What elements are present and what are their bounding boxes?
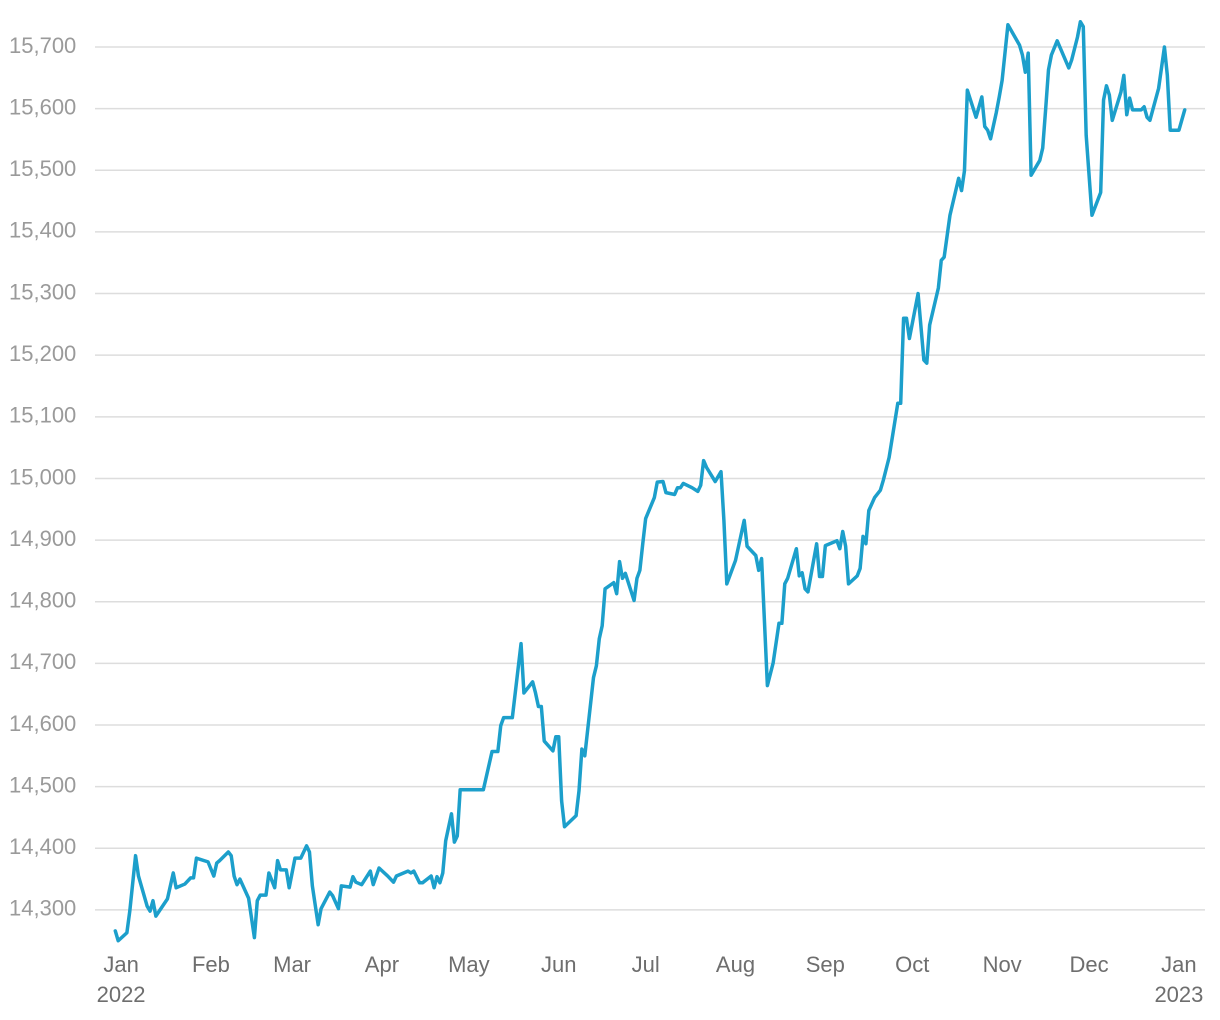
y-tick-label: 14,400 — [9, 834, 76, 859]
x-tick-label: Dec — [1070, 952, 1109, 977]
x-tick-label: Oct — [895, 952, 929, 977]
x-year-label: 2023 — [1154, 982, 1203, 1007]
y-tick-label: 14,300 — [9, 896, 76, 921]
data-line — [113, 19, 1187, 943]
x-tick-label: Jan — [103, 952, 138, 977]
x-tick-label: May — [448, 952, 490, 977]
x-year-label: 2022 — [97, 982, 146, 1007]
y-tick-label: 14,900 — [9, 526, 76, 551]
x-tick-label: Sep — [806, 952, 845, 977]
y-tick-label: 15,300 — [9, 279, 76, 304]
y-tick-label: 15,400 — [9, 218, 76, 243]
x-tick-label: Apr — [365, 952, 399, 977]
x-tick-label: Nov — [983, 952, 1022, 977]
x-tick-label: Mar — [273, 952, 311, 977]
y-tick-label: 14,700 — [9, 649, 76, 674]
x-tick-label: Aug — [716, 952, 755, 977]
y-tick-label: 14,800 — [9, 588, 76, 613]
y-tick-label: 15,100 — [9, 403, 76, 428]
y-tick-label: 14,500 — [9, 772, 76, 797]
y-tick-label: 15,500 — [9, 156, 76, 181]
y-tick-label: 15,000 — [9, 464, 76, 489]
x-tick-label: Jul — [632, 952, 660, 977]
x-tick-label: Jun — [541, 952, 576, 977]
y-tick-label: 15,200 — [9, 341, 76, 366]
y-tick-label: 15,700 — [9, 33, 76, 58]
y-tick-label: 14,600 — [9, 711, 76, 736]
x-tick-label: Jan — [1161, 952, 1196, 977]
x-tick-label: Feb — [192, 952, 230, 977]
y-tick-label: 15,600 — [9, 94, 76, 119]
